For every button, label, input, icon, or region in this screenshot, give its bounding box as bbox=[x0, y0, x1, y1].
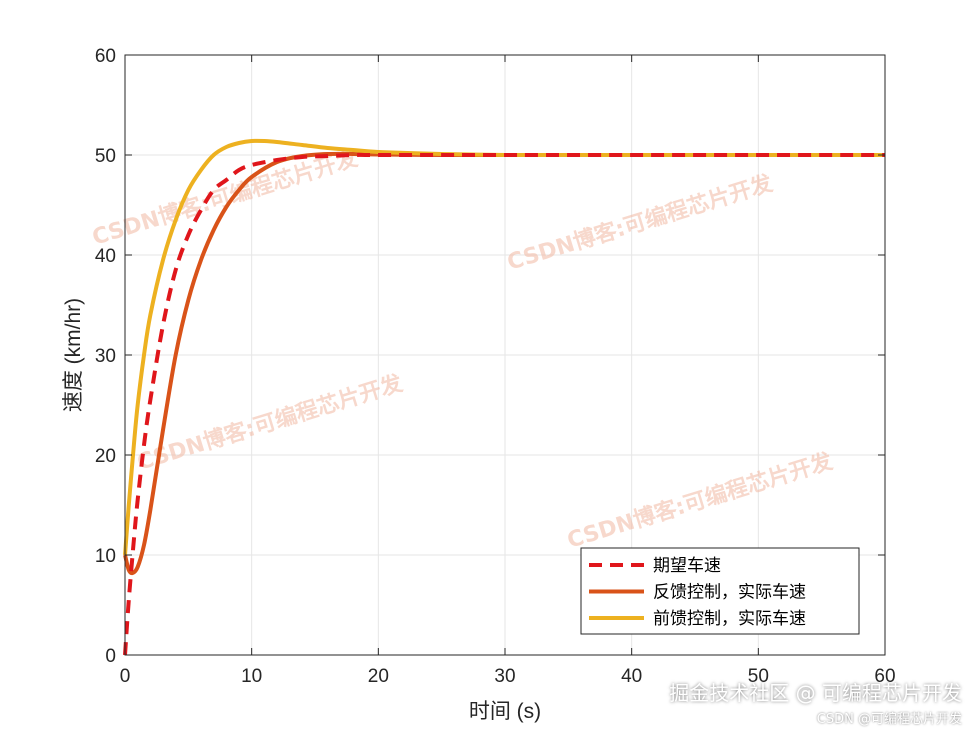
x-axis-label: 时间 (s) bbox=[469, 700, 541, 723]
y-tick-label: 10 bbox=[95, 546, 116, 567]
footer-watermark: 掘金技术社区 @ 可编程芯片开发 CSDN @可编程芯片开发 bbox=[669, 677, 962, 727]
footer-watermark-main: 掘金技术社区 @ 可编程芯片开发 bbox=[669, 681, 962, 705]
ticks: 0 10 20 30 40 50 60 0 10 20 30 40 50 60 bbox=[95, 46, 896, 687]
legend-label-2: 前馈控制，实际车速 bbox=[653, 609, 806, 629]
y-tick-label: 20 bbox=[95, 446, 116, 467]
x-tick-label: 0 bbox=[120, 666, 131, 687]
x-tick-label: 60 bbox=[874, 666, 895, 687]
x-tick-label: 50 bbox=[748, 666, 769, 687]
y-tick-label: 60 bbox=[95, 46, 116, 67]
series-line-0 bbox=[123, 152, 885, 656]
y-tick-label: 40 bbox=[95, 246, 116, 267]
legend-label-0: 期望车速 bbox=[653, 556, 721, 576]
y-axis-label: 速度 (km/hr) bbox=[62, 298, 85, 412]
x-tick-label: 30 bbox=[494, 666, 515, 687]
legend-label-1: 反馈控制，实际车速 bbox=[653, 583, 806, 603]
footer-watermark-sub: CSDN @可编程芯片开发 bbox=[816, 712, 962, 727]
x-tick-label: 20 bbox=[368, 666, 389, 687]
x-tick-label: 10 bbox=[241, 666, 262, 687]
y-tick-label: 0 bbox=[105, 646, 116, 667]
y-tick-label: 30 bbox=[95, 346, 116, 367]
series-layer bbox=[123, 138, 885, 656]
x-tick-label: 40 bbox=[621, 666, 642, 687]
y-tick-label: 50 bbox=[95, 146, 116, 167]
